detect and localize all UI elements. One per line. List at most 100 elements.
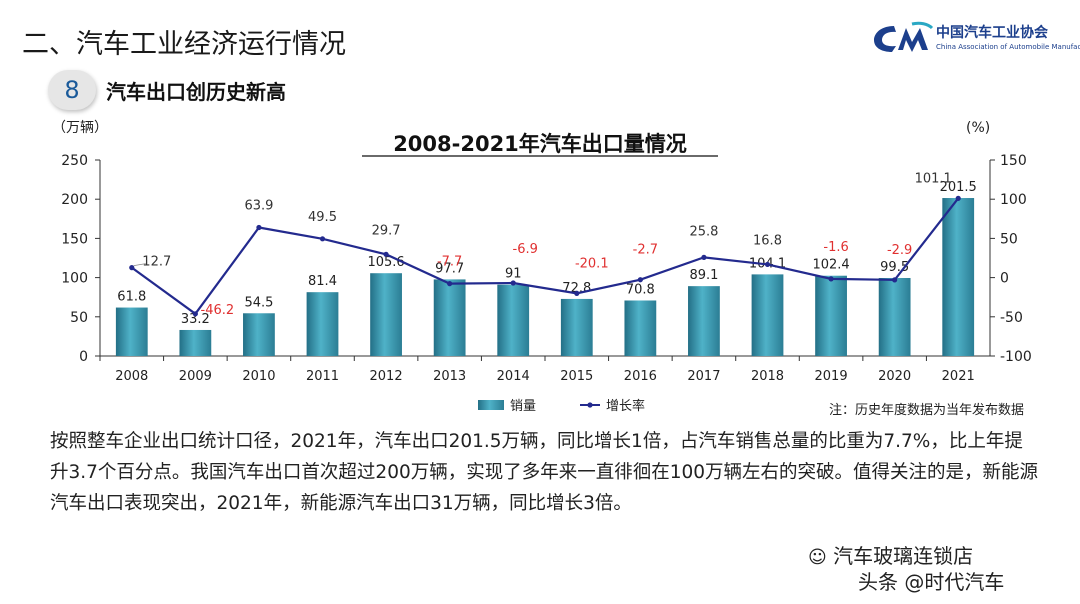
growth-rate-label: -2.7	[633, 243, 658, 258]
growth-rate-point	[447, 281, 453, 287]
watermark-channel: ☺ 汽车玻璃连锁店	[808, 540, 973, 569]
bar	[688, 286, 720, 356]
bar	[306, 292, 339, 356]
section-number-badge: 8	[48, 70, 96, 110]
page-title: 二、汽车工业经济运行情况	[22, 29, 346, 60]
wechat-icon: ☺	[808, 547, 827, 568]
bar-value-label: 70.8	[626, 282, 655, 297]
growth-rate-point	[192, 311, 198, 317]
bar	[370, 273, 402, 356]
bar	[878, 277, 911, 356]
chart-note: 注：历史年度数据为当年发布数据	[829, 402, 1024, 418]
export-chart: 2008-2021年汽车出口量情况 （万辆） (%) 0 50 100 150 200 250 -…	[52, 120, 1032, 418]
x-tick-label: 2020	[878, 369, 911, 384]
growth-rate-point	[764, 261, 771, 268]
left-axis-unit: （万辆）	[52, 120, 108, 136]
growth-rate-label: -20.1	[575, 256, 609, 271]
bar	[179, 329, 212, 356]
growth-rate-leader-line	[133, 263, 146, 267]
growth-rate-label: 63.9	[244, 199, 273, 214]
watermark-source: 头条 @时代汽车	[858, 570, 1005, 594]
bar	[942, 198, 975, 356]
cam-logo-icon	[874, 21, 934, 52]
bar-value-label: 105.6	[367, 255, 404, 270]
bar-value-label: 81.4	[308, 274, 337, 289]
growth-rate-point	[955, 195, 961, 201]
logo-chinese-name: 中国汽车工业协会	[936, 25, 1048, 41]
growth-rate-label: -2.9	[887, 243, 912, 258]
summary-paragraph: 按照整车企业出口统计口径，2021年，汽车出口201.5万辆，同比增长1倍，占汽…	[50, 431, 1039, 514]
growth-rate-point	[510, 280, 516, 286]
growth-rate-label: 12.7	[142, 255, 171, 270]
growth-rate-label: -46.2	[201, 303, 235, 318]
bar	[624, 300, 657, 356]
left-tick-label: 50	[70, 310, 88, 326]
x-tick-label: 2019	[815, 369, 848, 384]
x-tick-label: 2017	[687, 369, 720, 384]
x-tick-label: 2010	[242, 369, 275, 384]
bar-value-label: 54.5	[244, 295, 273, 310]
x-tick-label: 2012	[370, 369, 403, 384]
growth-rate-label: 101.1	[915, 171, 952, 186]
x-tick-label: 2018	[751, 369, 784, 384]
growth-rate-label: 29.7	[372, 223, 401, 238]
association-logo: 中国汽车工业协会 China Association of Automobile…	[872, 20, 1080, 60]
right-tick-label: -100	[1000, 349, 1032, 365]
x-tick-label: 2013	[433, 369, 466, 384]
x-tick-label: 2021	[942, 369, 975, 384]
right-tick-label: 150	[1000, 153, 1027, 169]
left-tick-label: 150	[61, 231, 88, 247]
logo-english-name: China Association of Automobile Manufact…	[936, 43, 1080, 51]
legend-bar-swatch	[478, 400, 504, 410]
growth-rate-label: -7.7	[437, 255, 462, 270]
x-tick-label: 2008	[115, 369, 148, 384]
bar-value-label: 97.7	[435, 261, 464, 276]
left-tick-label: 250	[61, 153, 88, 169]
growth-rate-label: 16.8	[753, 233, 782, 248]
growth-rate-label: 25.8	[689, 224, 718, 239]
watermark-line1: 汽车玻璃连锁店	[833, 544, 974, 568]
x-tick-label: 2016	[624, 369, 657, 384]
bar	[815, 275, 847, 356]
x-tick-label: 2009	[179, 369, 212, 384]
right-tick-label: 0	[1000, 271, 1009, 287]
left-tick-label: 0	[79, 349, 88, 365]
bar-value-label: 61.8	[117, 290, 146, 305]
bar-value-label: 102.4	[812, 258, 849, 273]
growth-rate-point	[828, 276, 834, 282]
growth-rate-point	[892, 277, 898, 283]
growth-rate-label: -1.6	[823, 240, 848, 255]
x-tick-label: 2014	[497, 369, 530, 384]
bar-value-label: 91	[505, 267, 522, 282]
bar	[560, 298, 593, 356]
x-tick-label: 2011	[306, 369, 339, 384]
section-title: 汽车出口创历史新高	[106, 80, 286, 104]
growth-rate-point	[256, 224, 262, 231]
bar	[751, 274, 784, 356]
bar-value-label: 201.5	[940, 180, 977, 195]
bar	[497, 284, 530, 356]
legend-line-marker	[587, 402, 593, 408]
bar	[115, 307, 148, 356]
bar	[243, 313, 275, 356]
bar-value-label: 33.2	[181, 312, 210, 327]
left-tick-label: 100	[61, 271, 88, 287]
growth-rate-point	[319, 236, 326, 242]
left-tick-label: 200	[61, 192, 88, 208]
growth-rate-point	[574, 290, 580, 296]
growth-rate-label: 49.5	[308, 210, 337, 225]
bar	[433, 279, 466, 356]
legend-bar-label: 销量	[510, 399, 536, 414]
growth-rate-point	[383, 251, 389, 257]
right-tick-label: 50	[1000, 231, 1018, 247]
growth-rate-line	[131, 197, 960, 316]
right-tick-label: 100	[1000, 192, 1027, 208]
growth-rate-label: -6.9	[513, 242, 538, 257]
growth-rate-point	[701, 254, 707, 260]
chart-title: 2008-2021年汽车出口量情况	[393, 132, 687, 156]
right-axis-unit: (%)	[966, 120, 990, 136]
x-tick-label: 2015	[560, 369, 593, 384]
legend-line-label: 增长率	[606, 398, 645, 414]
bar-value-label: 89.1	[689, 268, 718, 283]
right-tick-label: -50	[1000, 310, 1023, 326]
